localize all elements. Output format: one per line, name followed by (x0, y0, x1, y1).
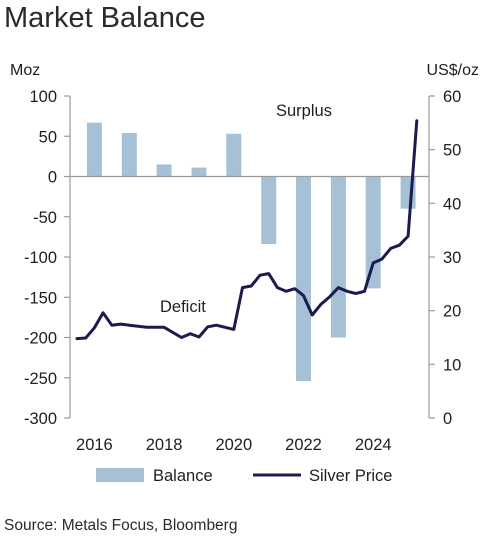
balance-bar-2023 (330, 176, 346, 338)
y-left-tick-label: 100 (29, 88, 57, 106)
y-left-tick-label: -300 (24, 410, 57, 428)
balance-bar-2020 (226, 133, 242, 177)
legend-balance-label: Balance (153, 467, 213, 485)
surplus-annotation: Surplus (276, 102, 332, 120)
source-note: Source: Metals Focus, Bloomberg (4, 517, 238, 534)
balance-bar-2018 (156, 164, 172, 177)
legend: Balance Silver Price (96, 467, 392, 485)
y-left-tick-label: -100 (24, 249, 57, 267)
x-tick-label: 2024 (355, 436, 392, 454)
balance-bar-2017 (121, 133, 137, 177)
balance-bar-2016 (86, 122, 102, 177)
balance-bar-2019 (191, 167, 207, 177)
y-left-tick-label: -250 (24, 370, 57, 388)
balance-bar-2021 (261, 176, 277, 245)
y-right-tick-label: 10 (443, 356, 461, 374)
y-left-unit-label: Moz (10, 62, 40, 79)
y-left-tick-label: -150 (24, 289, 57, 307)
balance-bars (86, 122, 416, 381)
legend-balance-swatch (96, 468, 144, 482)
x-tick-label: 2016 (76, 436, 113, 454)
y-right-tick-label: 60 (443, 88, 461, 106)
y-right-tick-label: 0 (443, 410, 452, 428)
y-right-tick-label: 40 (443, 195, 461, 213)
y-right-tick-label: 20 (443, 303, 461, 321)
y-right-unit-label: US$/oz (427, 62, 479, 79)
y-left-tick-label: -200 (24, 330, 57, 348)
y-left-tick-label: 0 (48, 169, 57, 187)
chart-title: Market Balance (4, 2, 206, 34)
x-tick-label: 2022 (285, 436, 322, 454)
x-tick-label: 2018 (146, 436, 183, 454)
y-right-tick-label: 30 (443, 249, 461, 267)
axes: 100500-50-100-150-200-250-30060504030201… (24, 88, 461, 454)
y-left-tick-label: -50 (33, 209, 57, 227)
x-tick-label: 2020 (215, 436, 252, 454)
y-left-tick-label: 50 (39, 128, 57, 146)
silver-price-line (75, 119, 419, 341)
balance-bar-2024 (365, 176, 381, 289)
deficit-annotation: Deficit (160, 298, 206, 316)
legend-price-label: Silver Price (309, 467, 392, 485)
balance-bar-2022 (296, 176, 311, 381)
y-right-tick-label: 50 (443, 142, 461, 160)
